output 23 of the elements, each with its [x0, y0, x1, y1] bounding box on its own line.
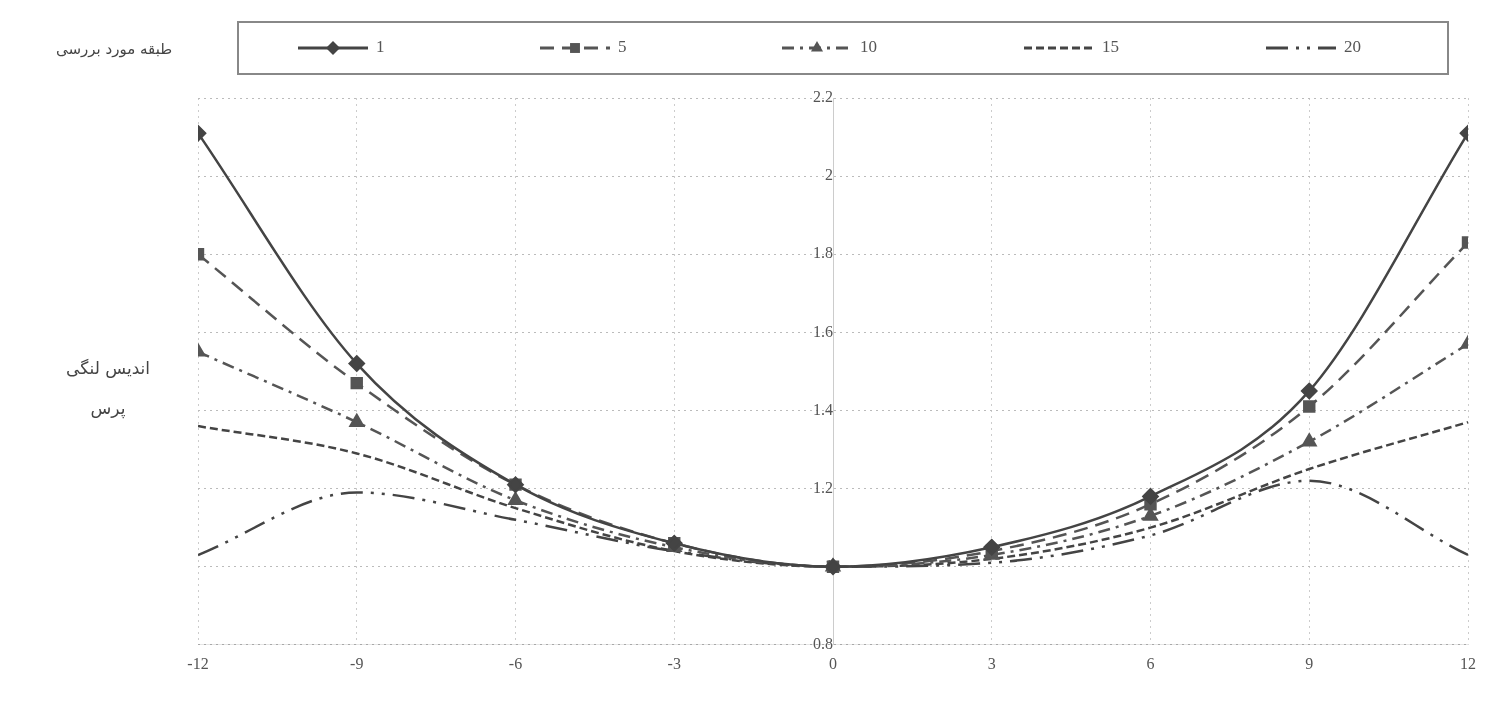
legend-label: 10 [860, 37, 877, 57]
y-tick-label: 2 [825, 166, 833, 184]
y-tick-label: 1.6 [813, 322, 833, 340]
x-tick-label: -9 [350, 654, 364, 672]
x-tick-label: -6 [508, 654, 523, 672]
legend-label: 5 [618, 37, 627, 57]
x-tick-label: 12 [1460, 654, 1476, 672]
legend-label: 15 [1102, 37, 1119, 57]
x-tick-label: 6 [1146, 654, 1155, 672]
y-tick-label: 2.2 [813, 88, 833, 106]
legend-label: 20 [1344, 37, 1361, 57]
x-tick-label: 0 [829, 654, 837, 672]
x-tick-label: -3 [667, 654, 681, 672]
x-tick-label: 3 [987, 654, 996, 672]
y-tick-label: 1.8 [813, 244, 833, 262]
x-tick-label: 9 [1305, 654, 1314, 672]
y-tick-label: 0.8 [813, 635, 833, 652]
y-tick-label: 1.2 [813, 478, 833, 496]
legend-label: 1 [376, 37, 385, 57]
y-tick-label: 1.4 [813, 400, 833, 418]
x-tick-label: -12 [187, 654, 209, 672]
legend-title: طبقه مورد بررسی [56, 40, 173, 58]
y-axis-title: اندیس لنگی پرس [64, 357, 152, 421]
